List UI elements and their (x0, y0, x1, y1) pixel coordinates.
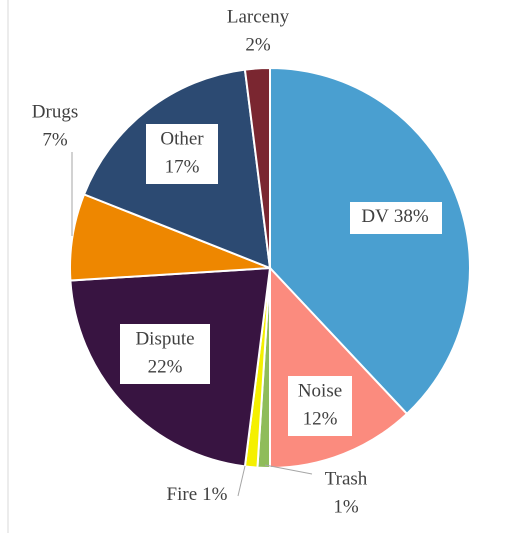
label-box (120, 324, 210, 384)
value-label: 7% (42, 129, 68, 150)
slice-label: DV 38% (361, 206, 428, 227)
category-label: Noise (298, 380, 342, 401)
category-label: Trash (325, 468, 368, 489)
label-box (350, 202, 442, 234)
category-label: Other (160, 128, 204, 149)
leader-line (264, 464, 313, 475)
value-label: 22% (148, 356, 183, 377)
category-label: Larceny (227, 6, 290, 27)
slices (69, 66, 471, 470)
label-box (288, 376, 352, 436)
category-label: Drugs (32, 101, 78, 122)
value-label: 17% (165, 156, 200, 177)
slice (243, 66, 271, 269)
value-label: 2% (245, 34, 271, 55)
category-label: Fire (167, 484, 198, 505)
category-label: Dispute (135, 328, 194, 349)
value-label: 1% (202, 484, 228, 505)
slice (269, 66, 471, 416)
value-label: 38% (394, 206, 429, 227)
category-label: DV (361, 206, 389, 227)
value-label: 12% (303, 408, 338, 429)
leader-line (237, 465, 246, 497)
value-label: 1% (333, 496, 359, 517)
label-box (146, 124, 218, 184)
slice-label: Fire 1% (167, 484, 228, 505)
